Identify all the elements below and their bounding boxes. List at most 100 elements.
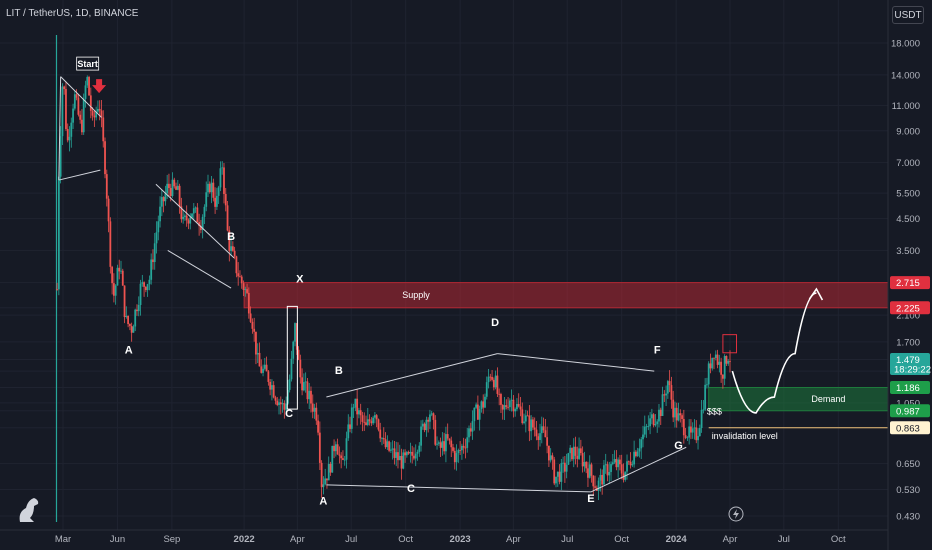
candle-body xyxy=(258,352,261,367)
lightning-icon xyxy=(728,506,744,522)
candle-body xyxy=(342,458,344,460)
candle-body xyxy=(556,471,559,477)
wave-label: C xyxy=(407,483,415,495)
projection-path xyxy=(731,292,817,414)
candle-body xyxy=(540,426,543,434)
candle-body xyxy=(310,390,312,404)
candle-body xyxy=(141,282,144,284)
down-arrow-icon xyxy=(92,79,107,94)
currency-button[interactable]: USDT xyxy=(892,6,924,24)
candle-body xyxy=(514,409,517,412)
candle-body xyxy=(476,404,479,420)
price-axis[interactable]: 18.000 14.000 11.000 9.000 7.000 5.500 4.500 3.… xyxy=(887,0,932,550)
candle-body xyxy=(128,324,131,327)
candle-body xyxy=(519,406,522,410)
price-tick-label: 4.500 xyxy=(896,214,920,225)
candle-body xyxy=(88,76,90,96)
candle-body xyxy=(691,428,694,433)
candle-body xyxy=(84,85,87,99)
candle-body xyxy=(375,415,378,420)
candle-body xyxy=(292,341,295,359)
candle-body xyxy=(707,363,710,385)
candle-body xyxy=(535,429,538,437)
candle-body xyxy=(587,468,589,478)
candle-body xyxy=(198,222,201,227)
candle-body xyxy=(244,289,247,291)
time-tick-label: Jun xyxy=(110,534,125,545)
candle-body xyxy=(191,213,193,218)
time-tick-label: Oct xyxy=(614,534,629,545)
candle-body xyxy=(649,418,652,427)
candle-body xyxy=(120,270,122,272)
money-note: $$$ xyxy=(707,406,722,416)
time-axis[interactable]: Mar Jun Sep 2022 Apr Jul Oct 2023 Apr Jul Oct 2024 A… xyxy=(0,529,888,545)
candle-body xyxy=(317,420,319,433)
candle-body xyxy=(269,381,272,390)
wave-label: E xyxy=(587,493,594,505)
candle-body xyxy=(516,403,518,410)
candle-body xyxy=(318,432,321,463)
trendline xyxy=(497,353,655,372)
candle-body xyxy=(537,436,540,441)
candle-body xyxy=(389,449,392,451)
candle-body xyxy=(473,407,476,422)
candle-body xyxy=(663,394,666,396)
candle-body xyxy=(102,117,105,142)
candle-body xyxy=(500,394,502,405)
candle-body xyxy=(98,108,101,111)
candle-body xyxy=(239,276,241,278)
candle-body xyxy=(253,328,256,332)
trendline xyxy=(155,183,235,259)
candle-body xyxy=(168,183,170,189)
price-tick-label: 0.650 xyxy=(896,459,920,470)
candle-body xyxy=(263,364,266,369)
price-tick-label: 11.000 xyxy=(892,101,920,112)
price-tick-label: 7.000 xyxy=(896,158,920,169)
candle-body xyxy=(185,215,188,221)
candle-body xyxy=(340,455,343,459)
candle-body xyxy=(365,422,367,425)
candle-body xyxy=(659,409,662,416)
candle-body xyxy=(469,428,472,432)
candle-body xyxy=(75,94,78,98)
candle-body xyxy=(86,76,89,86)
candle-body xyxy=(100,110,103,118)
candle-body xyxy=(512,399,515,412)
price-tick-label: 1.700 xyxy=(896,337,920,348)
candle-body xyxy=(670,385,673,400)
wave-label: B xyxy=(335,365,343,377)
candle-body xyxy=(429,414,431,422)
candle-body xyxy=(368,419,371,422)
candle-body xyxy=(608,471,611,476)
candle-body xyxy=(407,452,410,454)
candle-body xyxy=(484,396,486,408)
candle-body xyxy=(372,417,375,424)
candle-body xyxy=(672,399,675,418)
candle-body xyxy=(187,220,190,224)
candle-body xyxy=(571,447,573,460)
candle-body xyxy=(599,474,602,481)
candle-body xyxy=(613,459,616,463)
price-tick-label: 18.000 xyxy=(891,39,920,50)
candle-body xyxy=(164,193,167,202)
price-tag-label: 1.186 xyxy=(896,383,920,394)
time-tick-label: 2023 xyxy=(450,534,471,545)
candle-body xyxy=(82,98,85,133)
candle-body xyxy=(565,464,568,472)
candle-body xyxy=(176,185,179,190)
time-tick-label: Jul xyxy=(561,534,573,545)
zones-layer: Supply Demand invalidation level xyxy=(243,282,889,441)
candle-body xyxy=(304,381,307,383)
candle-body xyxy=(562,462,565,464)
price-tag-label: 2.715 xyxy=(896,278,920,289)
wave-label: G xyxy=(674,440,683,452)
candle-body xyxy=(517,403,520,407)
candle-body xyxy=(455,453,458,463)
candle-body xyxy=(320,462,323,488)
candle-body xyxy=(450,440,453,448)
candle-body xyxy=(439,442,442,448)
candle-body xyxy=(377,419,380,430)
candle-body xyxy=(642,434,644,440)
candle-body xyxy=(297,349,300,360)
